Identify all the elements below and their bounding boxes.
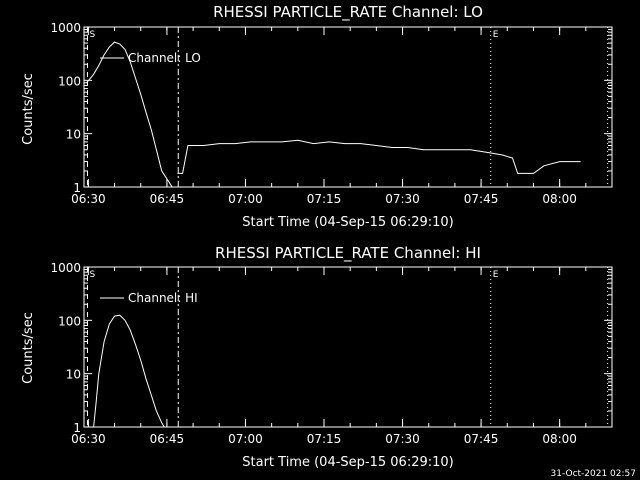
panel-1-frame [83, 26, 613, 188]
panel-2-ylabel: Counts/sec [21, 312, 36, 384]
panel-1-ylabel: Counts/sec [21, 73, 36, 145]
panel-2-legend-label: Channel: HI [128, 291, 198, 305]
panel-2-x-tick-label: 06:30 [71, 432, 106, 446]
panel-2-marker-label: S [89, 270, 95, 280]
panel-2-marker-label: E [493, 270, 499, 280]
panel-2-x-tick-label: 07:15 [307, 432, 342, 446]
panel-1-marker-label: S [89, 30, 95, 40]
panel-2-y-tick-label: 1 [73, 421, 81, 435]
panel-2-x-tick-label: 06:45 [150, 432, 185, 446]
panel-2-xlabel: Start Time (04-Sep-15 06:29:10) [242, 455, 453, 470]
panel-1-x-tick-label: 08:00 [542, 192, 577, 206]
panel-2-x-tick-label: 07:30 [385, 432, 420, 446]
panel-1-y-tick-label: 1000 [50, 21, 81, 35]
panel-2-frame [83, 266, 613, 428]
panel-2-x-tick-label: 08:00 [542, 432, 577, 446]
panel-2-series-line [93, 314, 165, 428]
footer-timestamp: 31-Oct-2021 02:57 [551, 469, 636, 479]
panel-1-x-tick-label: 07:00 [228, 192, 263, 206]
panel-1-title: RHESSI PARTICLE_RATE Channel: LO [213, 3, 483, 22]
panel-2-y-tick-label: 10 [66, 368, 81, 382]
panel-1-marker-label: E [493, 30, 499, 40]
chart-marks: 06:30 06:45 07:00 07:15 07:30 07:45 08:0011010… [50, 21, 613, 446]
panel-1-legend-label: Channel: LO [128, 51, 201, 65]
panel-1-series-line [177, 139, 581, 174]
panel-1-y-tick-label: 1 [73, 181, 81, 195]
panel-1-series-line [86, 41, 173, 188]
panel-2-y-tick-label: 100 [58, 314, 81, 328]
panel-1-y-tick-label: 10 [66, 128, 81, 142]
panel-1-x-tick-label: 06:30 [71, 192, 106, 206]
panel-2-x-tick-label: 07:45 [464, 432, 499, 446]
panel-1-x-tick-label: 07:45 [464, 192, 499, 206]
panel-2-x-tick-label: 07:00 [228, 432, 263, 446]
panel-1-y-tick-label: 100 [58, 74, 81, 88]
panel-1-x-tick-label: 07:15 [307, 192, 342, 206]
panel-1-x-tick-label: 07:30 [385, 192, 420, 206]
panel-1-xlabel: Start Time (04-Sep-15 06:29:10) [242, 215, 453, 230]
panel-1-x-tick-label: 06:45 [150, 192, 185, 206]
panel-2-title: RHESSI PARTICLE_RATE Channel: HI [215, 244, 481, 263]
panel-2-y-tick-label: 1000 [50, 261, 81, 275]
